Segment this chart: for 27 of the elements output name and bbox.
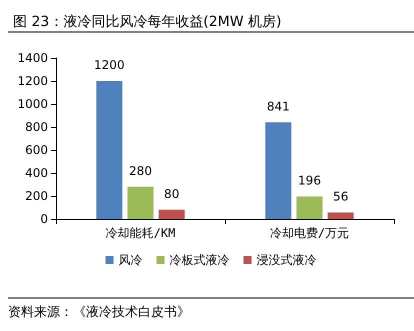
legend-label: 浸没式液冷 — [256, 253, 316, 267]
data-label: 196 — [298, 173, 321, 188]
y-tick-label: 1200 — [17, 74, 48, 88]
bar — [265, 122, 292, 219]
bar — [158, 210, 185, 219]
y-tick-label: 600 — [25, 143, 48, 157]
x-tick-label: 冷却电费/万元 — [270, 226, 350, 240]
x-tick-label: 冷却能耗/KM — [106, 226, 176, 240]
y-tick-label: 400 — [25, 166, 48, 180]
bar — [296, 196, 322, 219]
data-label: 841 — [266, 99, 290, 114]
y-tick-label: 0 — [40, 212, 48, 226]
bar — [328, 212, 354, 219]
y-tick-label: 200 — [25, 189, 48, 203]
data-label: 280 — [129, 164, 152, 178]
data-label: 56 — [333, 190, 348, 204]
chart-title: 图 23：液冷同比风冷每年收益(2MW 机房) — [13, 14, 282, 30]
text: 资料来源：《液冷技术白皮书》 — [8, 305, 190, 320]
data-label: 80 — [164, 186, 180, 201]
legend-label: 风冷 — [118, 253, 142, 267]
y-tick-label: 1000 — [17, 97, 48, 111]
bar — [96, 81, 122, 219]
y-tick-label: 800 — [25, 120, 48, 134]
data-label: 1200 — [94, 58, 125, 72]
y-tick-label: 1400 — [17, 51, 48, 65]
bar — [128, 186, 154, 219]
legend-label: 冷板式液冷 — [170, 253, 230, 267]
